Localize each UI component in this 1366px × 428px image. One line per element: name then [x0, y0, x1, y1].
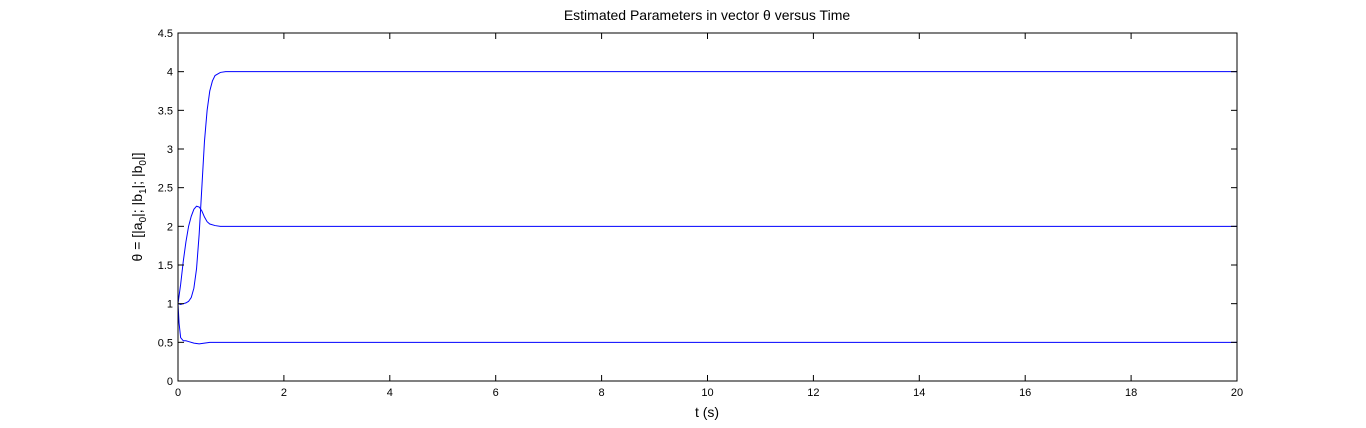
y-tick-label: 0.5 [158, 337, 173, 349]
y-tick-label: 3.5 [158, 105, 173, 117]
y-axis-label-subscript: 0 [138, 216, 149, 222]
y-tick-label: 2 [167, 221, 173, 233]
x-tick-label: 2 [281, 387, 287, 399]
series-line-1 [177, 71, 1237, 305]
x-tick-label: 12 [807, 387, 819, 399]
y-axis-ticks: 0 0.5 1 1.5 2 2.5 3 3.5 4 4.5 [158, 28, 1237, 388]
x-tick-label: 8 [599, 387, 605, 399]
x-tick-label: 0 [175, 387, 181, 399]
x-tick-label: 10 [701, 387, 713, 399]
y-axis-label: θ = [|a0|; |b1|; |b0|] [129, 153, 149, 262]
y-axis-label-part: θ = [|a [129, 222, 145, 261]
x-tick-label: 14 [913, 387, 925, 399]
series-lines [177, 71, 1237, 345]
y-axis-label-part: |; |b [129, 194, 145, 217]
y-tick-label: 2.5 [158, 183, 173, 195]
y-axis-label-part: |] [129, 153, 145, 161]
chart-title: Estimated Parameters in vector θ versus … [564, 7, 851, 23]
series-line-2 [177, 205, 1237, 304]
plot-area [178, 33, 1237, 381]
x-tick-label: 16 [1019, 387, 1031, 399]
y-tick-label: 3 [167, 144, 173, 156]
y-tick-label: 0 [167, 376, 173, 388]
x-tick-label: 18 [1125, 387, 1137, 399]
y-tick-label: 1.5 [158, 260, 173, 272]
y-tick-label: 1 [167, 299, 173, 311]
series-line-3 [177, 303, 1237, 345]
y-axis-label-subscript: 0 [138, 160, 149, 166]
y-tick-label: 4.5 [158, 28, 173, 40]
y-tick-label: 4 [167, 67, 173, 79]
x-tick-label: 4 [387, 387, 393, 399]
x-tick-label: 6 [493, 387, 499, 399]
x-axis-label: t (s) [695, 404, 719, 420]
y-axis-label-part: |; |b [129, 165, 145, 188]
y-axis-label-subscript: 1 [138, 188, 149, 194]
x-axis-ticks: 0 2 4 6 8 10 12 14 16 18 20 [175, 33, 1243, 399]
x-tick-label: 20 [1231, 387, 1243, 399]
